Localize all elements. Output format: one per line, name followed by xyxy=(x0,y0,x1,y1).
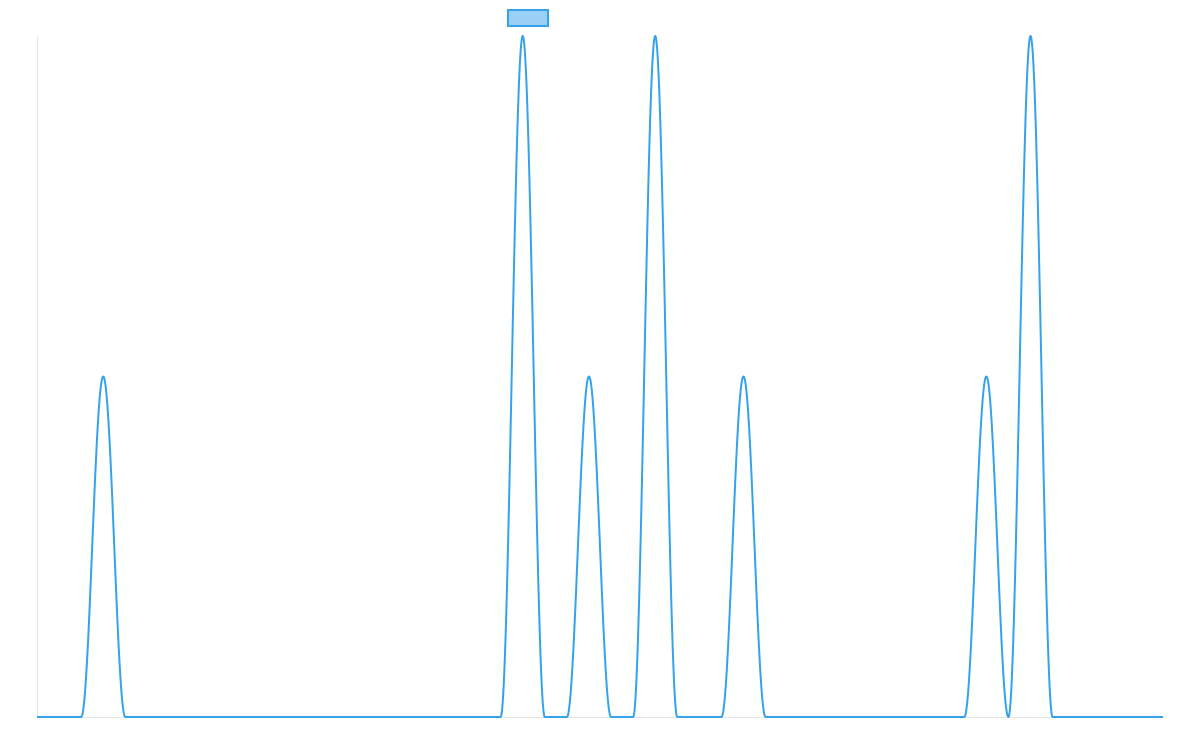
legend-swatch[interactable] xyxy=(507,9,549,27)
series-marks xyxy=(36,35,1164,718)
series-line xyxy=(36,35,1164,718)
